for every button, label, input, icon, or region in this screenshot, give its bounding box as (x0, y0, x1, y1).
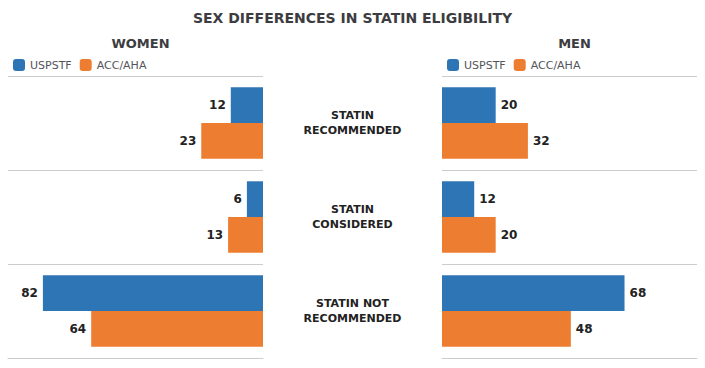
svg-text:32: 32 (533, 134, 550, 148)
svg-text:STATIN: STATIN (331, 203, 374, 216)
svg-text:STATIN NOT: STATIN NOT (316, 297, 389, 310)
svg-text:RECOMMENDED: RECOMMENDED (304, 312, 402, 325)
svg-text:13: 13 (206, 228, 223, 242)
svg-text:64: 64 (70, 322, 87, 336)
svg-text:CONSIDERED: CONSIDERED (312, 218, 392, 231)
svg-text:WOMEN: WOMEN (111, 36, 169, 51)
svg-text:USPSTF: USPSTF (30, 59, 72, 72)
svg-text:48: 48 (576, 322, 593, 336)
svg-text:ACC/AHA: ACC/AHA (97, 59, 147, 72)
svg-text:12: 12 (479, 192, 496, 206)
svg-text:MEN: MEN (558, 36, 591, 51)
svg-text:USPSTF: USPSTF (464, 59, 506, 72)
svg-text:20: 20 (501, 228, 518, 242)
svg-text:12: 12 (209, 98, 226, 112)
svg-text:STATIN: STATIN (331, 109, 374, 122)
svg-text:ACC/AHA: ACC/AHA (531, 59, 581, 72)
svg-text:RECOMMENDED: RECOMMENDED (304, 124, 402, 137)
svg-text:20: 20 (501, 98, 518, 112)
svg-text:23: 23 (180, 134, 197, 148)
svg-text:82: 82 (21, 286, 38, 300)
svg-text:68: 68 (630, 286, 647, 300)
svg-text:SEX DIFFERENCES IN STATIN ELIG: SEX DIFFERENCES IN STATIN ELIGIBILITY (193, 10, 513, 26)
svg-text:6: 6 (234, 192, 242, 206)
